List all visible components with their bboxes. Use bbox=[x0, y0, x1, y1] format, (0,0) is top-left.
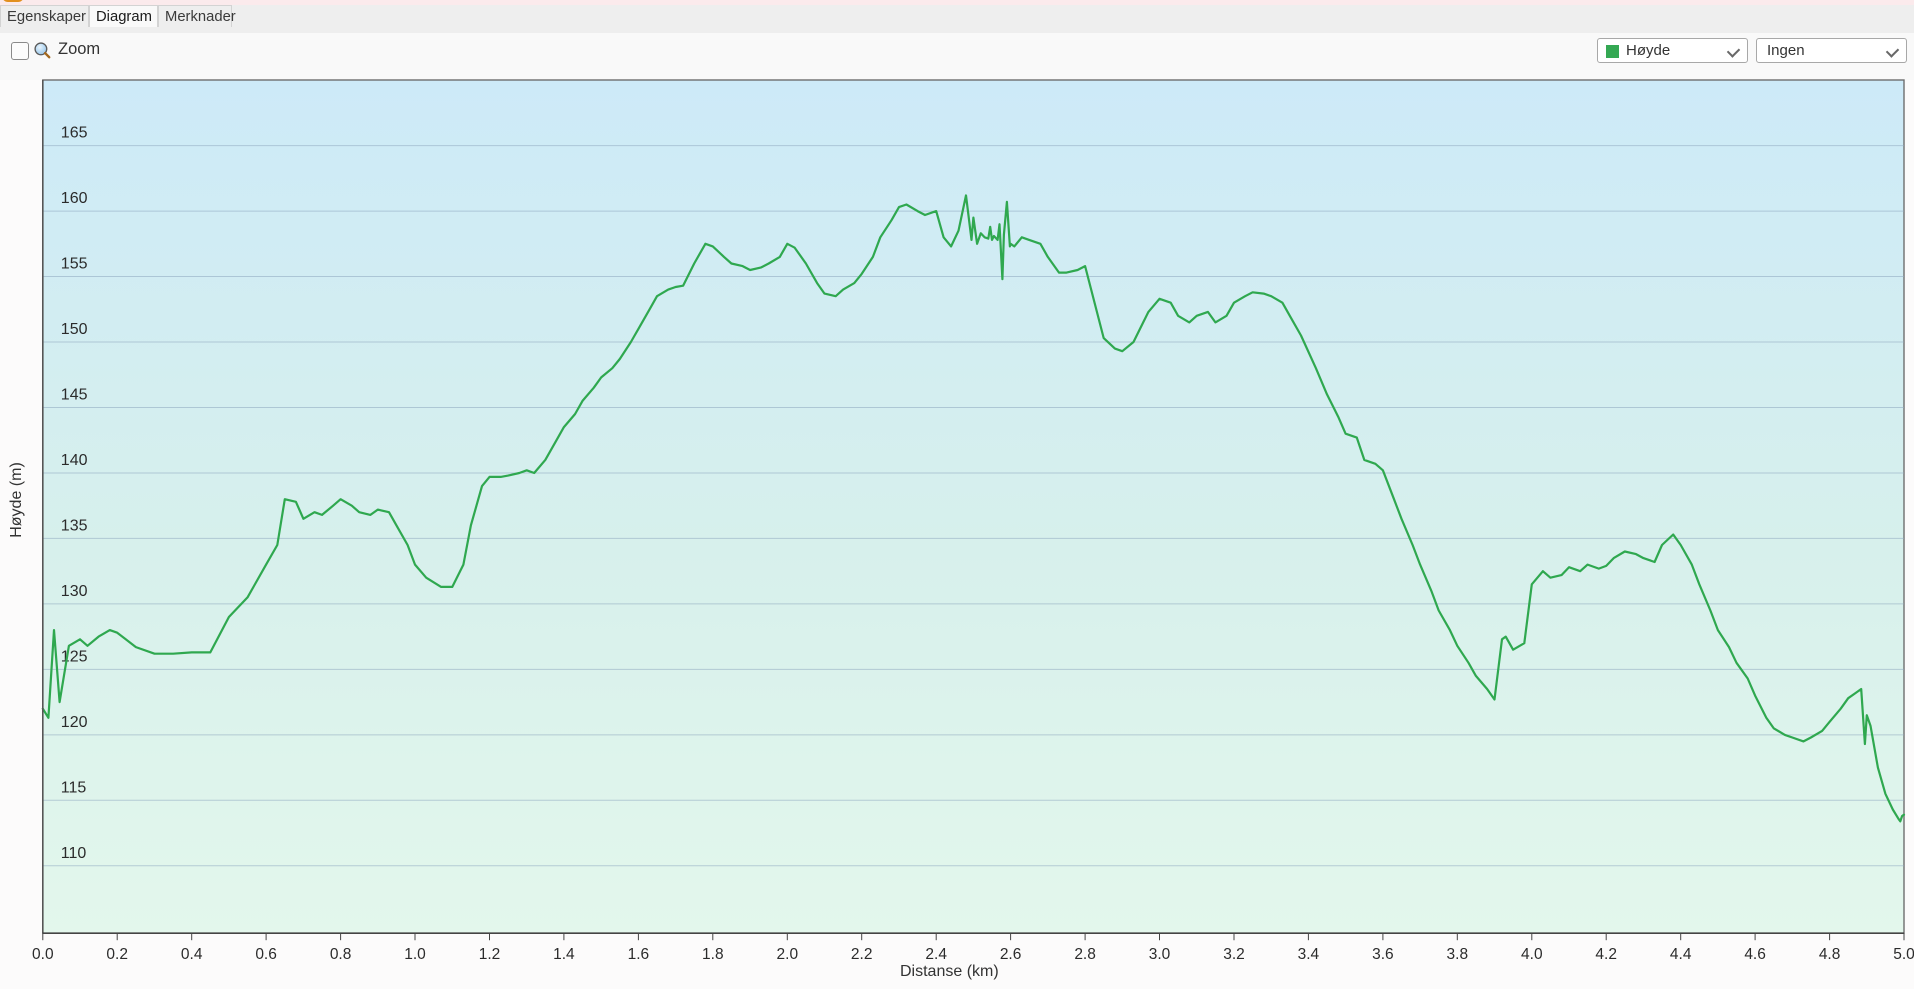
svg-text:5.0: 5.0 bbox=[1893, 946, 1914, 963]
svg-text:165: 165 bbox=[61, 125, 88, 142]
svg-text:0.0: 0.0 bbox=[32, 946, 54, 963]
svg-text:0.8: 0.8 bbox=[330, 946, 352, 963]
svg-text:1.6: 1.6 bbox=[628, 946, 650, 963]
svg-text:160: 160 bbox=[61, 190, 88, 207]
svg-text:2.0: 2.0 bbox=[777, 946, 799, 963]
svg-text:145: 145 bbox=[61, 387, 88, 404]
svg-text:0.6: 0.6 bbox=[255, 946, 277, 963]
svg-text:2.4: 2.4 bbox=[925, 946, 947, 963]
svg-text:2.8: 2.8 bbox=[1074, 946, 1096, 963]
svg-text:0.2: 0.2 bbox=[106, 946, 128, 963]
svg-text:135: 135 bbox=[61, 517, 88, 534]
svg-text:3.2: 3.2 bbox=[1223, 946, 1245, 963]
svg-text:3.8: 3.8 bbox=[1447, 946, 1469, 963]
svg-text:1.4: 1.4 bbox=[553, 946, 575, 963]
svg-text:140: 140 bbox=[61, 452, 88, 469]
svg-text:1.0: 1.0 bbox=[404, 946, 426, 963]
svg-text:3.6: 3.6 bbox=[1372, 946, 1394, 963]
svg-text:4.8: 4.8 bbox=[1819, 946, 1841, 963]
svg-text:4.6: 4.6 bbox=[1744, 946, 1766, 963]
svg-text:1.2: 1.2 bbox=[479, 946, 501, 963]
svg-text:4.0: 4.0 bbox=[1521, 946, 1543, 963]
svg-text:4.4: 4.4 bbox=[1670, 946, 1692, 963]
svg-text:2.2: 2.2 bbox=[851, 946, 873, 963]
svg-text:0.4: 0.4 bbox=[181, 946, 203, 963]
svg-text:4.2: 4.2 bbox=[1595, 946, 1617, 963]
svg-text:130: 130 bbox=[61, 583, 88, 600]
svg-text:2.6: 2.6 bbox=[1000, 946, 1022, 963]
svg-text:150: 150 bbox=[61, 321, 88, 338]
svg-text:1.8: 1.8 bbox=[702, 946, 724, 963]
svg-text:3.4: 3.4 bbox=[1298, 946, 1320, 963]
svg-text:155: 155 bbox=[61, 256, 88, 273]
svg-text:3.0: 3.0 bbox=[1149, 946, 1171, 963]
